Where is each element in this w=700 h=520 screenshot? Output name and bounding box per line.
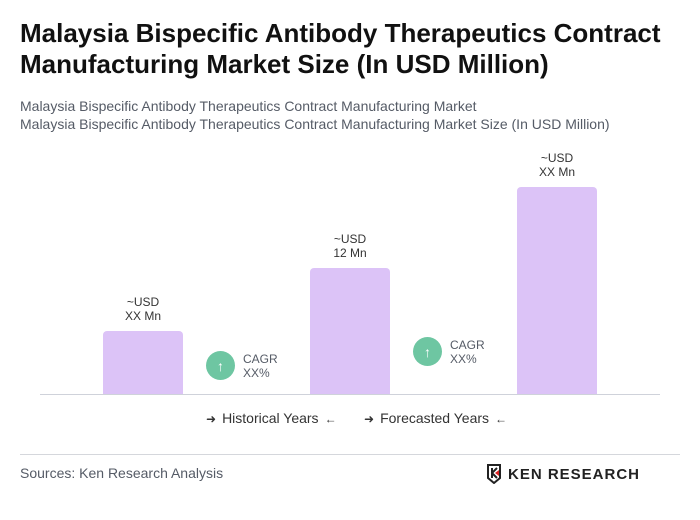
subtitle-2: Malaysia Bispecific Antibody Therapeutic… [20,116,610,132]
cagr-value: XX% [450,351,477,366]
cagr-label: CAGR [450,337,485,352]
divider [20,454,680,455]
bar-data-label-line: XX Mn [538,165,575,180]
arrow-up-icon: ↑ [206,351,235,380]
cagr-badge-1: ↑ CAGR XX% [206,351,278,380]
x-axis [40,394,660,395]
subtitle: Malaysia Bispecific Antibody Therapeutic… [20,98,477,114]
cagr-label: CAGR [243,351,278,366]
bar-data-label-line: XX Mn [124,309,161,323]
cagr-value: XX% [243,365,270,380]
bar-data-label-line: ~USD [540,151,574,166]
arrow-right-icon: ➜ [206,412,217,426]
bar-data-label-line: 12 Mn [333,246,367,260]
legend-label: Forecasted Years [380,410,490,426]
arrow-up-icon: ↑ [413,337,442,366]
legend-forecasted: ➜ Forecasted Years ← [358,410,513,426]
cagr-badge-2: ↑ CAGR XX% [413,337,485,366]
arrow-left-icon: ← [324,412,337,426]
bar-data-label-line: ~USD [333,232,367,246]
legend-historical: ➜ Historical Years ← [200,410,343,426]
bar-2 [310,268,390,394]
ken-research-logo: KEN RESEARCH [486,464,640,484]
bar-data-label-line: ~USD [126,295,160,309]
page-title: Malaysia Bispecific Antibody Therapeutic… [20,18,661,79]
bar-data-label: ~USD XX Mn [93,295,193,323]
arrow-left-icon: ← [495,412,508,426]
ken-logo-icon [487,464,501,484]
bar-3 [517,187,597,394]
bar-1 [103,331,183,394]
bar-data-label: ~USD XX Mn [507,151,607,179]
arrow-right-icon: ➜ [364,412,375,426]
logo-text: KEN RESEARCH [508,465,641,483]
source-text: Sources: Ken Research Analysis [20,465,224,481]
legend-label: Historical Years [222,410,319,426]
bar-data-label: ~USD 12 Mn [300,232,400,260]
